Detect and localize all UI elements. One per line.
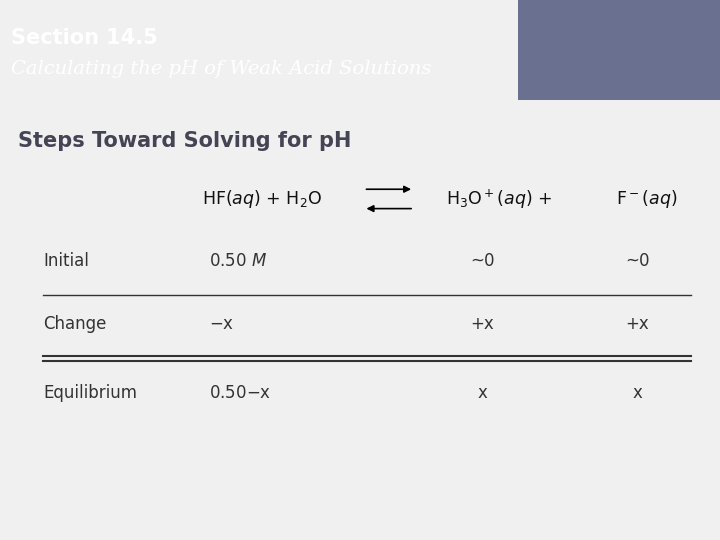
Text: 0.50$-$x: 0.50$-$x [209,383,271,402]
Text: H$_3$O$^+$($\it{aq}$) +: H$_3$O$^+$($\it{aq}$) + [446,187,553,211]
Text: Steps Toward Solving for pH: Steps Toward Solving for pH [18,131,351,151]
Text: ~0: ~0 [625,252,649,269]
Text: 0.50 $\mathit{M}$: 0.50 $\mathit{M}$ [209,252,267,269]
Text: Initial: Initial [43,252,89,269]
Text: HF($\it{aq}$) + H$_2$O: HF($\it{aq}$) + H$_2$O [202,188,322,210]
Text: ~0: ~0 [470,252,495,269]
Text: +x: +x [471,315,494,333]
Text: x: x [632,383,642,402]
Text: Calculating the pH of Weak Acid Solutions: Calculating the pH of Weak Acid Solution… [11,60,431,78]
Text: x: x [477,383,487,402]
Text: Change: Change [43,315,107,333]
Text: Section 14.5: Section 14.5 [11,28,158,48]
Bar [518,0,720,100]
Text: F$^-$($\it{aq}$): F$^-$($\it{aq}$) [616,188,677,210]
Text: $-$x: $-$x [209,315,234,333]
Text: Equilibrium: Equilibrium [43,383,138,402]
Text: +x: +x [626,315,649,333]
